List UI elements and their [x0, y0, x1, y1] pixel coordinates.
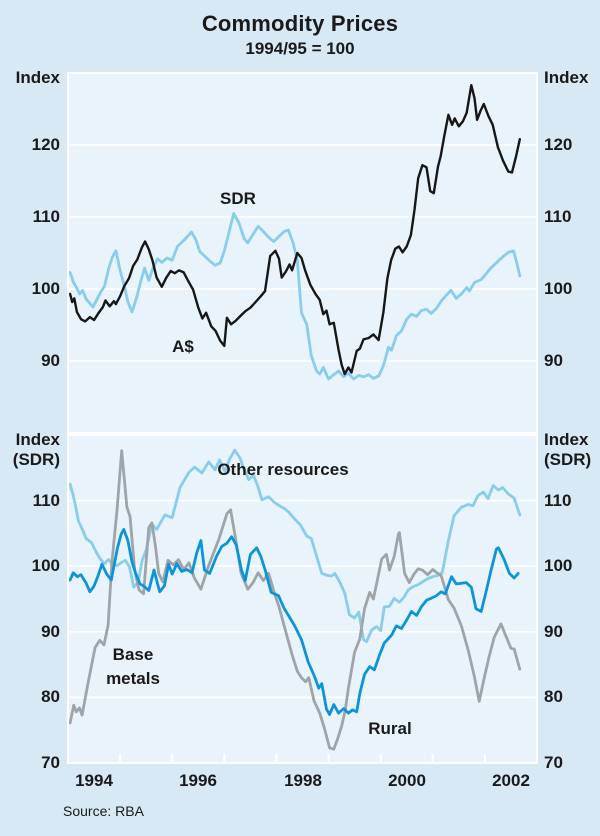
- panel-top-frame: [67, 72, 538, 434]
- x-year-label-1998: 1998: [284, 771, 322, 790]
- series-line-sdr: [68, 211, 522, 381]
- series-line-other-resources: [68, 448, 522, 643]
- panel-bottom-background: [68, 435, 537, 763]
- y-tick-right-top-90: 90: [544, 351, 563, 370]
- series-line-a-: [68, 83, 521, 376]
- y-axis-unit-right-bottom: Index (SDR): [544, 430, 592, 469]
- y-tick-right-bottom-80: 80: [544, 687, 563, 706]
- annotation-sdr: SDR: [220, 189, 256, 208]
- y-tick-right-top-100: 100: [544, 279, 573, 298]
- source-note: Source: RBA: [63, 803, 144, 819]
- annotation-base-metals: Base metals: [106, 645, 160, 688]
- annotation-a-: A$: [172, 337, 194, 356]
- y-tick-left-bottom-110: 110: [32, 491, 60, 510]
- annotation-rural: Rural: [368, 719, 412, 738]
- y-tick-left-top-110: 110: [32, 207, 60, 226]
- x-year-label-2000: 2000: [388, 771, 426, 790]
- y-tick-left-bottom-70: 70: [41, 753, 60, 772]
- y-tick-right-bottom-110: 110: [544, 491, 572, 510]
- y-tick-left-top-100: 100: [31, 279, 60, 298]
- panel-bottom-frame: [67, 434, 538, 764]
- y-tick-left-bottom-80: 80: [41, 687, 60, 706]
- y-tick-left-top-120: 120: [31, 135, 60, 154]
- chart-subtitle: 1994/95 = 100: [245, 39, 355, 58]
- chart-title: Commodity Prices: [201, 11, 399, 36]
- y-tick-left-top-90: 90: [41, 351, 60, 370]
- y-tick-right-bottom-70: 70: [544, 753, 563, 772]
- y-axis-unit-left-bottom: Index (SDR): [12, 430, 60, 469]
- y-axis-unit-left-top: Index: [15, 68, 60, 87]
- y-axis-unit-right-top: Index: [544, 68, 589, 87]
- y-tick-right-bottom-100: 100: [544, 556, 573, 575]
- x-year-label-2002: 2002: [492, 771, 530, 790]
- y-tick-right-top-120: 120: [544, 135, 573, 154]
- y-tick-right-top-110: 110: [544, 207, 572, 226]
- x-year-label-1996: 1996: [179, 771, 217, 790]
- y-tick-left-bottom-100: 100: [31, 556, 60, 575]
- annotation-other-resources: Other resources: [217, 460, 349, 479]
- y-tick-right-bottom-90: 90: [544, 622, 563, 641]
- x-year-label-1994: 1994: [75, 771, 113, 790]
- series-line-rural: [68, 528, 520, 716]
- panel-top-background: [68, 73, 537, 433]
- y-tick-left-bottom-90: 90: [41, 622, 60, 641]
